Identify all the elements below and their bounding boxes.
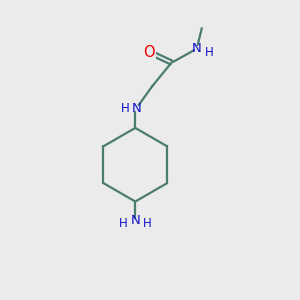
Text: H: H <box>118 217 127 230</box>
Text: N: N <box>130 214 140 227</box>
Text: H: H <box>205 46 213 59</box>
Text: N: N <box>131 102 141 115</box>
Text: H: H <box>143 217 152 230</box>
Text: N: N <box>192 42 201 55</box>
Text: H: H <box>121 102 129 115</box>
Text: O: O <box>144 45 155 60</box>
